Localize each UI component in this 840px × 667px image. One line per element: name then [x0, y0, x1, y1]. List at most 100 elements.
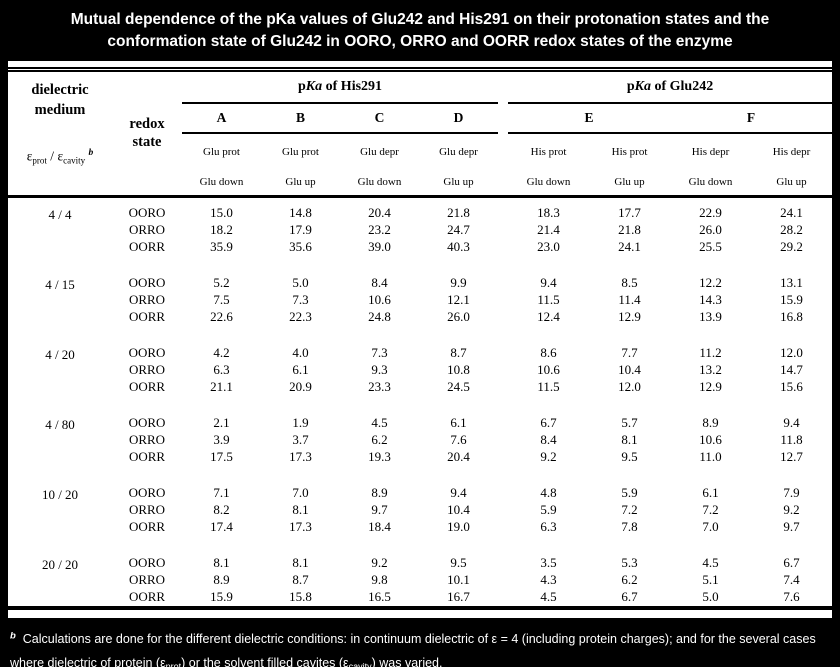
- column-letter-C: C: [340, 102, 419, 134]
- pka-value-cell: 7.0: [702, 519, 719, 535]
- pka-value-cell: 9.4: [783, 415, 800, 431]
- gap-cell: [8, 396, 832, 415]
- pka-value-cell: 9.4: [540, 275, 557, 291]
- footnote-ref-marker: b: [88, 148, 94, 159]
- redox-state-cell: ORRO: [128, 502, 166, 518]
- pka-value-cell: 21.4: [537, 222, 560, 238]
- pka-value-cell: 16.8: [780, 309, 803, 325]
- pka-value-cell: 17.4: [210, 519, 233, 535]
- pka-value-cell: 6.7: [540, 415, 557, 431]
- pka-value-cell: 24.7: [447, 222, 470, 238]
- gap-cell: [8, 466, 832, 485]
- spacer-cell: [498, 275, 508, 292]
- pka-value-cell: 11.5: [537, 379, 560, 395]
- pka-value-cell: 8.7: [292, 572, 309, 588]
- pka-value-cell: 19.0: [447, 519, 470, 535]
- gap-cell: [8, 536, 832, 555]
- pka-value-cell: 23.2: [368, 222, 391, 238]
- pka-value-cell: 6.2: [621, 572, 638, 588]
- pka-value-cell: 7.6: [783, 589, 800, 605]
- pka-value-cell: 5.9: [621, 485, 638, 501]
- pka-value-cell: 12.1: [447, 292, 470, 308]
- pka-value-cell: 7.4: [783, 572, 800, 588]
- table-row: 4 / 4 OORO 15.0 14.8 20.4 21.8 18.3 17.7 22.9 24.…: [8, 205, 832, 222]
- pka-value-cell: 15.9: [780, 292, 803, 308]
- table-row: OORR 17.4 17.3 18.4 19.0 6.3 7.8 7.0 9.7: [8, 519, 832, 536]
- pka-value-cell: 5.9: [540, 502, 557, 518]
- pka-value-cell: 17.3: [289, 449, 312, 465]
- pka-value-cell: 12.9: [699, 379, 722, 395]
- pka-value-cell: 7.9: [783, 485, 800, 501]
- pka-value-cell: 6.2: [371, 432, 388, 448]
- pka-value-cell: 11.4: [618, 292, 641, 308]
- pka-value-cell: 4.2: [213, 345, 230, 361]
- pka-value-cell: 9.2: [540, 449, 557, 465]
- pka-value-cell: 10.8: [447, 362, 470, 378]
- pka-value-cell: 6.1: [702, 485, 719, 501]
- pka-value-cell: 23.0: [537, 239, 560, 255]
- pka-value-cell: 4.5: [702, 555, 719, 571]
- pka-value-cell: 3.9: [213, 432, 230, 448]
- pka-value-cell: 23.3: [368, 379, 391, 395]
- group-gap-row: [8, 326, 832, 345]
- pka-value-cell: 8.4: [540, 432, 557, 448]
- pka-value-cell: 9.7: [371, 502, 388, 518]
- pka-value-cell: 28.2: [780, 222, 803, 238]
- pka-value-cell: 5.2: [213, 275, 230, 291]
- pka-value-cell: 4.0: [292, 345, 309, 361]
- pka-value-cell: 8.1: [213, 555, 230, 571]
- pka-value-cell: 7.3: [292, 292, 309, 308]
- table-row: 10 / 20 OORO 7.1 7.0 8.9 9.4 4.8 5.9 6.1 7.9: [8, 485, 832, 502]
- pka-value-cell: 26.0: [699, 222, 722, 238]
- pka-value-cell: 15.0: [210, 205, 233, 221]
- table-header: dielectric medium εprot / εcavity b redo…: [8, 69, 833, 198]
- footnote: b Calculations are done for the differen…: [10, 630, 816, 667]
- pka-value-cell: 15.8: [289, 589, 312, 605]
- pka-value-cell: 8.9: [702, 415, 719, 431]
- pka-value-cell: 6.1: [292, 362, 309, 378]
- pka-value-cell: 6.3: [213, 362, 230, 378]
- column-letter-B: B: [261, 102, 340, 134]
- column-letter-F: F: [670, 102, 833, 134]
- subheader-conformation: Glu down: [340, 165, 419, 198]
- pka-value-cell: 1.9: [292, 415, 309, 431]
- pka-value-cell: 11.2: [699, 345, 722, 361]
- pka-value-cell: 4.5: [371, 415, 388, 431]
- pka-value-cell: 24.1: [618, 239, 641, 255]
- page-title-line1: Mutual dependence of the pKa values of G…: [70, 11, 770, 28]
- redox-state-cell: OORR: [128, 589, 166, 605]
- pka-value-cell: 8.5: [621, 275, 638, 291]
- pka-value-cell: 12.9: [618, 309, 641, 325]
- pka-value-cell: 7.6: [450, 432, 467, 448]
- redox-state-cell: ORRO: [128, 572, 166, 588]
- pka-value-cell: 6.3: [540, 519, 557, 535]
- pka-value-cell: 24.8: [368, 309, 391, 325]
- subheader-protonation: His depr: [772, 146, 811, 159]
- pka-value-cell: 14.3: [699, 292, 722, 308]
- pka-value-cell: 13.1: [780, 275, 803, 291]
- pka-value-cell: 9.5: [621, 449, 638, 465]
- table-row: OORR 21.1 20.9 23.3 24.5 11.5 12.0 12.9 15.6: [8, 379, 832, 396]
- spacer-cell: [498, 239, 508, 256]
- pka-value-cell: 9.3: [371, 362, 388, 378]
- pka-value-cell: 13.9: [699, 309, 722, 325]
- subheader-protonation: Glu depr: [439, 146, 478, 159]
- pka-value-cell: 16.7: [447, 589, 470, 605]
- pka-value-cell: 9.2: [371, 555, 388, 571]
- pka-value-cell: 20.4: [368, 205, 391, 221]
- pka-value-cell: 14.8: [289, 205, 312, 221]
- pka-value-cell: 40.3: [447, 239, 470, 255]
- redox-state-cell: ORRO: [128, 432, 166, 448]
- redox-state-cell: OORR: [128, 519, 166, 535]
- subheader-conformation: Glu down: [670, 165, 752, 198]
- pka-value-cell: 21.8: [618, 222, 641, 238]
- pka-value-cell: 7.5: [213, 292, 230, 308]
- table-row: ORRO 18.2 17.9 23.2 24.7 21.4 21.8 26.0 28.2: [8, 222, 832, 239]
- pka-value-cell: 2.1: [213, 415, 230, 431]
- pka-value-cell: 19.3: [368, 449, 391, 465]
- pka-table-container: dielectric medium εprot / εcavity b redo…: [8, 60, 833, 618]
- pka-value-cell: 8.9: [213, 572, 230, 588]
- pka-value-cell: 17.7: [618, 205, 641, 221]
- pka-value-cell: 22.6: [210, 309, 233, 325]
